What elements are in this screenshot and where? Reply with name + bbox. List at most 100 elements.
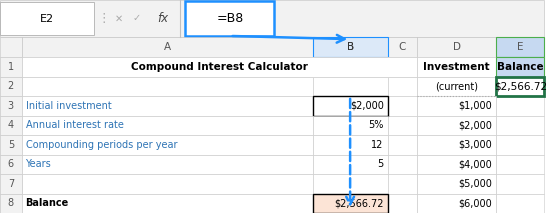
Bar: [417, 193, 496, 213]
Bar: [22, 115, 312, 135]
Bar: [388, 76, 417, 96]
Text: 6: 6: [8, 159, 14, 169]
Bar: [22, 193, 312, 213]
Text: $2,000: $2,000: [350, 101, 384, 111]
Text: 5%: 5%: [368, 120, 384, 130]
Text: D: D: [453, 42, 461, 52]
Bar: [0, 57, 22, 76]
Text: fx: fx: [157, 12, 168, 25]
Text: ✕: ✕: [114, 13, 123, 23]
Bar: [0, 193, 22, 213]
Bar: [312, 96, 388, 115]
Text: E2: E2: [40, 13, 54, 23]
Bar: [0, 2, 94, 35]
Bar: [22, 37, 312, 57]
Text: 5: 5: [378, 159, 384, 169]
Text: $3,000: $3,000: [459, 140, 492, 150]
Text: 12: 12: [371, 140, 384, 150]
Bar: [496, 37, 544, 57]
Bar: [417, 174, 496, 193]
Text: B: B: [347, 42, 354, 52]
Text: Compound Interest Calculator: Compound Interest Calculator: [131, 62, 308, 72]
Bar: [185, 1, 274, 36]
Bar: [496, 115, 544, 135]
Bar: [388, 174, 417, 193]
Bar: [0, 154, 22, 174]
Text: Balance: Balance: [25, 198, 69, 208]
Text: ⋮: ⋮: [97, 12, 110, 25]
Text: Balance: Balance: [497, 62, 544, 72]
Bar: [312, 154, 388, 174]
Bar: [312, 135, 388, 154]
Bar: [22, 96, 312, 115]
Bar: [417, 76, 496, 96]
Bar: [0, 0, 544, 37]
Bar: [0, 96, 22, 115]
Text: A: A: [163, 42, 171, 52]
Bar: [496, 174, 544, 193]
Bar: [417, 154, 496, 174]
Text: $1,000: $1,000: [459, 101, 492, 111]
Text: $4,000: $4,000: [459, 159, 492, 169]
Bar: [312, 154, 388, 174]
Bar: [22, 174, 312, 193]
Text: 2: 2: [8, 81, 14, 91]
Bar: [388, 57, 417, 76]
Text: Investment: Investment: [423, 62, 490, 72]
Bar: [312, 193, 388, 213]
Bar: [388, 96, 417, 115]
Bar: [417, 135, 496, 154]
Text: =B8: =B8: [216, 12, 243, 25]
Bar: [312, 37, 388, 57]
Bar: [496, 57, 544, 76]
Bar: [0, 154, 22, 174]
Bar: [496, 76, 544, 96]
Text: 3: 3: [8, 101, 14, 111]
Text: $6,000: $6,000: [459, 198, 492, 208]
Text: Compounding periods per year: Compounding periods per year: [25, 140, 177, 150]
Bar: [417, 96, 496, 115]
Bar: [0, 57, 22, 76]
Bar: [312, 115, 388, 135]
Text: ✓: ✓: [132, 13, 140, 23]
Bar: [417, 135, 496, 154]
Text: (current): (current): [435, 81, 478, 91]
Bar: [496, 193, 544, 213]
Bar: [417, 76, 496, 96]
Bar: [0, 135, 22, 154]
Bar: [417, 115, 496, 135]
Bar: [22, 154, 312, 174]
Bar: [388, 37, 417, 57]
Bar: [388, 193, 417, 213]
Bar: [496, 135, 544, 154]
Bar: [0, 174, 22, 193]
Bar: [417, 174, 496, 193]
Bar: [0, 76, 22, 96]
Text: Years: Years: [25, 159, 51, 169]
Bar: [312, 96, 388, 115]
Bar: [0, 193, 22, 213]
Text: 5: 5: [8, 140, 14, 150]
Text: $2,000: $2,000: [458, 120, 492, 130]
Bar: [22, 135, 312, 154]
Bar: [22, 193, 312, 213]
Bar: [496, 57, 544, 76]
Bar: [417, 37, 496, 57]
Bar: [388, 154, 417, 174]
Bar: [0, 96, 22, 115]
Bar: [417, 57, 496, 76]
Bar: [312, 135, 388, 154]
Bar: [22, 135, 312, 154]
Text: B: B: [347, 42, 354, 52]
Bar: [417, 96, 496, 115]
Bar: [312, 193, 388, 213]
Bar: [0, 115, 22, 135]
Bar: [496, 154, 544, 174]
Text: 7: 7: [8, 179, 14, 189]
Text: E: E: [517, 42, 523, 52]
Text: 4: 4: [8, 120, 14, 130]
Bar: [22, 154, 312, 174]
Bar: [417, 115, 496, 135]
Bar: [312, 174, 388, 193]
Bar: [22, 57, 417, 76]
